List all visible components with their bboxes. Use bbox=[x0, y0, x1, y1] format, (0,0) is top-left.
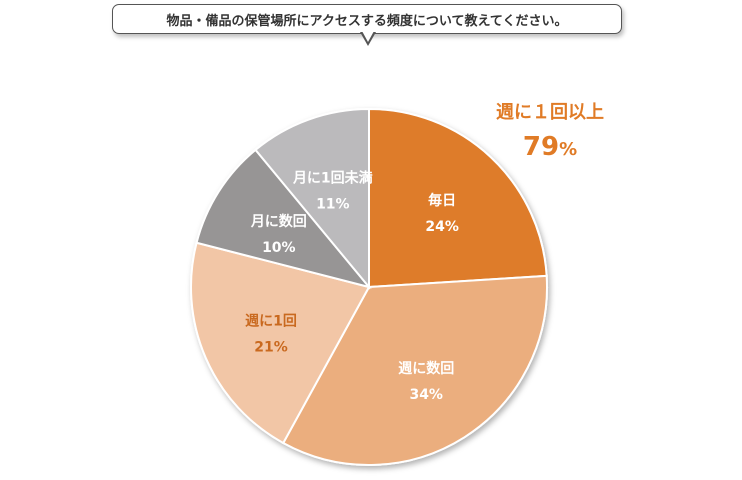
slice-label-2: 週に1回 bbox=[245, 313, 297, 329]
summary-label: 週に１回以上 bbox=[496, 102, 604, 123]
summary-unit: % bbox=[559, 139, 578, 160]
pie-slice-0 bbox=[368, 107, 548, 289]
pie-slice-3 bbox=[195, 148, 372, 289]
pie-labels: 毎日 24% 週に数回 34% 週に1回 21% 月に数回 10% 月に1回未満 11% bbox=[245, 170, 459, 404]
summary-number: 79 bbox=[522, 132, 560, 162]
slice-percent-0: 24% bbox=[425, 219, 459, 235]
slice-label-4: 月に1回未満 bbox=[292, 170, 373, 187]
slice-percent-4: 11% bbox=[316, 197, 350, 213]
slice-percent-3: 10% bbox=[262, 240, 296, 256]
slice-label-1: 週に数回 bbox=[398, 360, 454, 377]
slice-percent-2: 21% bbox=[254, 339, 288, 355]
slice-label-0: 毎日 bbox=[428, 192, 456, 209]
pie-slice-2 bbox=[190, 241, 371, 445]
question-callout: 物品・備品の保管場所にアクセスする頻度について教えてください。 bbox=[112, 4, 622, 34]
question-text: 物品・備品の保管場所にアクセスする頻度について教えてください。 bbox=[166, 13, 568, 29]
slice-label-3: 月に数回 bbox=[250, 213, 307, 230]
pie-slices bbox=[190, 107, 548, 466]
slice-percent-1: 34% bbox=[409, 387, 443, 403]
pie-slice-4 bbox=[254, 107, 370, 290]
callout-tail-fill bbox=[362, 31, 374, 42]
summary-value: 79% bbox=[475, 132, 625, 162]
